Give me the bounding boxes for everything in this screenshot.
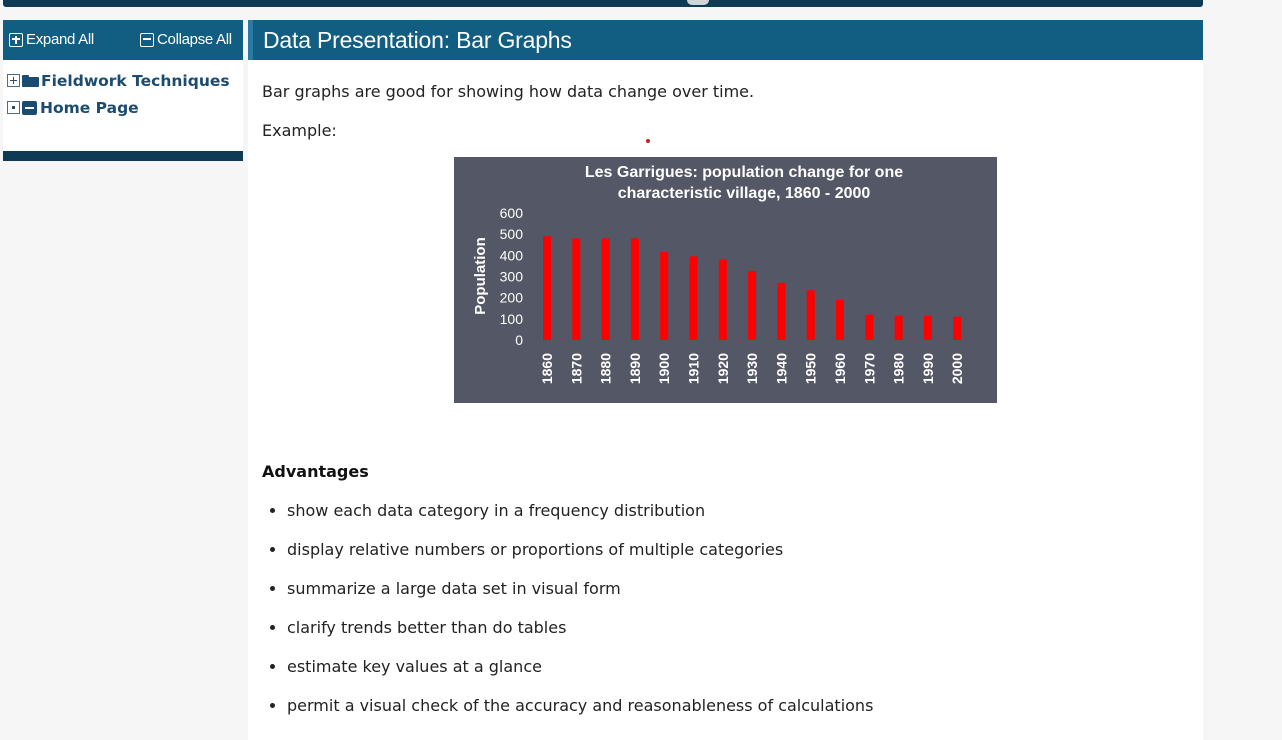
list-item: show each data category in a frequency d… xyxy=(287,491,1187,530)
bar-1900 xyxy=(660,252,669,340)
collapse-all-label: Collapse All xyxy=(157,31,232,48)
x-tick-label: 1870 xyxy=(568,353,584,384)
sidebar-header: Expand All Collapse All xyxy=(3,20,243,60)
bar-1950 xyxy=(806,290,815,340)
bar-1890 xyxy=(630,238,639,340)
advantages-heading: Advantages xyxy=(262,462,369,481)
bar-1920 xyxy=(718,259,727,340)
x-tick-label: 1930 xyxy=(744,353,760,384)
page-title: Data Presentation: Bar Graphs xyxy=(263,26,572,53)
tree-item-fieldwork-techniques[interactable]: Fieldwork Techniques xyxy=(3,67,243,94)
banner-logo-fragment xyxy=(687,0,709,5)
collapse-minus-icon xyxy=(140,32,154,47)
x-tick-label: 1900 xyxy=(656,353,672,384)
x-tick-label: 1990 xyxy=(920,353,936,384)
bar-2000 xyxy=(953,316,962,340)
tree-item-label: Fieldwork Techniques xyxy=(41,71,230,90)
bar-1960 xyxy=(836,299,844,340)
x-tick-label: 1890 xyxy=(627,353,643,384)
sidebar-footer-bar xyxy=(3,151,243,161)
x-tick-label: 1940 xyxy=(773,353,789,384)
navigation-tree: Fieldwork Techniques Home Page xyxy=(3,60,243,121)
x-tick-label: 1880 xyxy=(598,353,614,384)
expand-plus-icon xyxy=(9,32,23,47)
y-tick-label: 200 xyxy=(500,290,524,306)
top-banner-strip xyxy=(3,0,1203,7)
tree-item-home-page[interactable]: Home Page xyxy=(3,94,243,121)
x-tick-label: 1960 xyxy=(832,353,848,384)
x-tick-label: 1910 xyxy=(686,353,702,384)
intro-text: Bar graphs are good for showing how data… xyxy=(262,82,755,101)
bar-chart-svg: Les Garrigues: population change for one… xyxy=(454,157,997,403)
tree-expand-icon[interactable] xyxy=(7,74,20,87)
tree-item-label: Home Page xyxy=(40,98,139,117)
y-tick-label: 600 xyxy=(500,205,524,221)
bar-1930 xyxy=(748,271,757,340)
chart-y-axis-label: Population xyxy=(472,237,489,315)
bar-chart: Les Garrigues: population change for one… xyxy=(454,157,997,403)
x-tick-label: 1950 xyxy=(803,353,819,384)
x-tick-label: 1970 xyxy=(861,353,877,384)
x-tick-label: 1980 xyxy=(891,353,907,384)
y-tick-label: 0 xyxy=(515,332,523,348)
bar-1860 xyxy=(543,236,551,340)
expand-all-button[interactable]: Expand All xyxy=(9,31,94,48)
bar-1880 xyxy=(601,238,610,340)
bar-1980 xyxy=(894,315,903,340)
example-label: Example: xyxy=(262,121,337,140)
chart-title-line-2: characteristic village, 1860 - 2000 xyxy=(618,185,871,202)
chart-title-line-1: Les Garrigues: population change for one xyxy=(585,164,903,181)
list-item: summarize a large data set in visual for… xyxy=(287,569,1187,608)
main-content: Data Presentation: Bar Graphs Bar graphs… xyxy=(248,20,1203,740)
collapse-all-button[interactable]: Collapse All xyxy=(140,31,232,48)
bar-1910 xyxy=(689,256,698,340)
advantages-list: show each data category in a frequency d… xyxy=(262,491,1187,725)
bar-1970 xyxy=(865,314,874,340)
page-minus-icon xyxy=(22,100,37,115)
cursor-dot xyxy=(646,139,650,143)
list-item: display relative numbers or proportions … xyxy=(287,530,1187,569)
folder-icon xyxy=(22,74,39,87)
list-item: permit a visual check of the accuracy an… xyxy=(287,686,1187,725)
expand-all-label: Expand All xyxy=(26,31,94,48)
y-tick-label: 500 xyxy=(500,226,524,242)
y-tick-label: 100 xyxy=(500,311,524,327)
list-item: clarify trends better than do tables xyxy=(287,608,1187,647)
x-tick-label: 2000 xyxy=(949,353,965,384)
y-tick-label: 300 xyxy=(500,269,524,285)
x-tick-label: 1920 xyxy=(715,353,731,384)
sidebar: Expand All Collapse All Fieldwork Techni… xyxy=(3,20,243,161)
bar-1990 xyxy=(923,315,932,340)
list-item: estimate key values at a glance xyxy=(287,647,1187,686)
x-tick-label: 1860 xyxy=(539,353,555,384)
title-bar: Data Presentation: Bar Graphs xyxy=(248,20,1203,60)
bar-1870 xyxy=(572,238,581,340)
y-tick-label: 400 xyxy=(500,247,524,263)
bar-1940 xyxy=(777,282,786,340)
tree-leaf-icon xyxy=(7,101,20,114)
